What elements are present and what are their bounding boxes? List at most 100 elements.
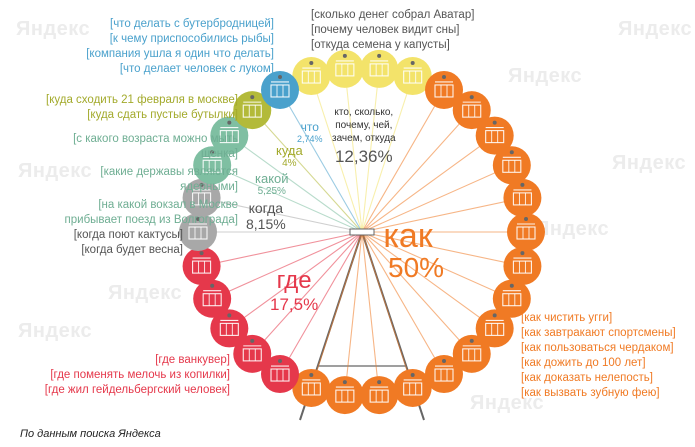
cabin-window: [434, 368, 454, 382]
cabin-0: [393, 368, 432, 407]
cabin-0: [452, 334, 491, 373]
label-kuda-value: 4%: [282, 158, 297, 169]
cabin-pivot: [227, 313, 232, 318]
spoke: [361, 164, 513, 233]
label-chto-value: 2,74%: [297, 134, 323, 144]
spoke: [201, 197, 363, 233]
cabin-4: [193, 146, 232, 185]
label-kuda-word: куда: [276, 143, 303, 158]
cabin-pivot: [520, 182, 525, 187]
label-kogda: когда 8,15%: [246, 200, 286, 233]
queries-kak: [как чистить угги] [как завтракают спорт…: [521, 311, 676, 401]
query-item: [как дожить до 100 лет]: [521, 357, 646, 369]
cabin-0: [425, 70, 463, 109]
cabin-pivot: [520, 251, 525, 256]
spoke: [361, 231, 445, 375]
cabin-2: [325, 49, 364, 88]
label-kak: как 50%: [372, 219, 444, 283]
cabin-window: [270, 368, 290, 382]
cabin-pivot: [196, 217, 200, 221]
cabin-pivot: [509, 150, 514, 155]
cabin-window: [242, 348, 262, 362]
cabin-window: [219, 322, 239, 336]
spoke: [228, 231, 363, 329]
spoke: [361, 197, 523, 233]
cabin-pivot: [199, 251, 204, 256]
query-item: [когда будет весна]: [81, 244, 183, 256]
cabin-window: [462, 104, 482, 118]
query-item: [откуда семена у капусты]: [311, 39, 450, 51]
cabin-window: [335, 63, 355, 77]
watermark: Яндекс: [18, 320, 93, 342]
label-kak-value: 50%: [388, 252, 445, 283]
cabin-pivot: [342, 53, 347, 58]
cabin-pivot: [199, 182, 204, 187]
cabin-pivot: [377, 53, 382, 58]
spoke: [361, 231, 380, 396]
label-gde-word: где: [276, 267, 312, 294]
label-kogda-word: когда: [248, 200, 284, 216]
cabin-window: [188, 226, 208, 240]
watermark: Яндекс: [16, 18, 91, 40]
watermark: Яндекс: [508, 65, 583, 87]
cabin-window: [512, 260, 532, 274]
label-kak-word: как: [383, 217, 433, 255]
query-item: [какие державы являются: [100, 166, 238, 178]
cabin-pivot: [227, 120, 232, 125]
query-item: [компания ушла я один что делать]: [86, 48, 274, 60]
cabin-1: [210, 309, 249, 348]
query-item: [куда сходить 21 февраля в москве]: [46, 94, 238, 106]
cabin-pivot: [492, 313, 497, 318]
cabin-window: [369, 63, 389, 77]
label-kto: кто, сколько, почему, чей, зачем, откуда…: [332, 106, 396, 169]
spoke: [310, 231, 363, 389]
queries-kogda: [когда поют кактусы] [когда будет весна]: [74, 228, 183, 258]
spoke: [344, 68, 363, 233]
query-item: [как вызвать зубную фею]: [521, 387, 660, 399]
cabin-pivot: [210, 283, 215, 288]
query-item: [где ванкувер]: [155, 354, 230, 366]
cabin-window: [512, 192, 532, 206]
cabin-0: [452, 91, 491, 130]
cabin-pivot: [469, 338, 474, 343]
query-item: [сколько денег собрал Аватар]: [311, 9, 475, 21]
cabin-2: [393, 57, 432, 96]
spoke: [251, 231, 363, 355]
query-item: [когда поют кактусы]: [73, 229, 183, 241]
query-item: [куда сдать пустые бутылки]: [87, 109, 238, 121]
cabin-pivot: [524, 217, 528, 221]
spoke: [228, 135, 363, 233]
cabin-window: [202, 293, 222, 307]
cabin-pivot: [278, 74, 282, 79]
spoke: [251, 109, 363, 233]
cabin-window: [242, 104, 262, 118]
spoke: [361, 231, 513, 300]
spoke: [344, 231, 363, 396]
cabin-0: [360, 376, 399, 415]
cabin-window: [516, 226, 536, 240]
query-item: [с какого возраста можно мыть: [73, 133, 238, 145]
cabin-pivot: [492, 120, 497, 125]
cabin-pivot: [442, 359, 446, 364]
spoke: [310, 75, 363, 233]
cabin-pivot: [210, 150, 215, 155]
cabin-pivot: [309, 372, 314, 377]
cabin-0: [503, 178, 542, 217]
queries-kto: [сколько денег собрал Аватар] [почему че…: [311, 8, 474, 53]
cabin-1: [193, 279, 232, 318]
label-gde: где 17,5%: [270, 268, 318, 316]
cabin-window: [192, 192, 212, 206]
cabin-0: [492, 279, 531, 318]
cabin-0: [475, 116, 514, 155]
spoke: [279, 231, 363, 375]
cabin-0: [325, 376, 364, 415]
spoke: [361, 75, 414, 233]
cabin-2: [360, 49, 399, 88]
spoke: [361, 231, 523, 267]
watermark: Яндекс: [618, 18, 693, 40]
cabin-window: [192, 260, 212, 274]
queries-kuda: [куда сходить 21 февраля в москве] [куда…: [46, 93, 238, 123]
spoke: [361, 231, 473, 355]
